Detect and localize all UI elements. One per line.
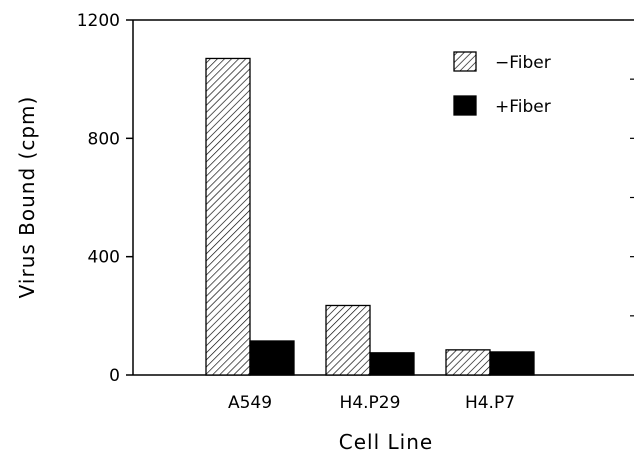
y-axis: 0 400 800 1200 [77, 11, 634, 386]
x-tick-label: A549 [228, 393, 272, 413]
y-tick-label: 1200 [77, 11, 120, 31]
bar-h4p29-minus-fiber [325, 304, 371, 376]
y-tick-label: 0 [109, 366, 120, 386]
x-axis: A549 H4.P29 H4.P7 [228, 393, 515, 413]
bar-a549-plus-fiber [249, 340, 295, 376]
legend: −Fiber +Fiber [453, 51, 551, 117]
legend-label-minus-fiber: −Fiber [495, 53, 551, 73]
legend-swatch-plus-fiber [453, 95, 477, 116]
y-tick-label: 400 [88, 248, 120, 268]
bar-h4p29-plus-fiber [369, 352, 415, 376]
bar-h4p7-minus-fiber [445, 349, 491, 376]
bar-a549-minus-fiber [205, 57, 251, 376]
x-tick-label: H4.P7 [465, 393, 515, 413]
legend-label-plus-fiber: +Fiber [495, 97, 551, 117]
x-axis-title: Cell Line [339, 430, 433, 453]
x-tick-label: H4.P29 [340, 393, 401, 413]
legend-swatch-minus-fiber [453, 51, 477, 72]
bar-h4p7-plus-fiber [489, 351, 535, 376]
y-axis-title: Virus Bound (cpm) [15, 96, 39, 299]
bar-series [205, 57, 535, 376]
y-tick-label: 800 [88, 129, 120, 149]
